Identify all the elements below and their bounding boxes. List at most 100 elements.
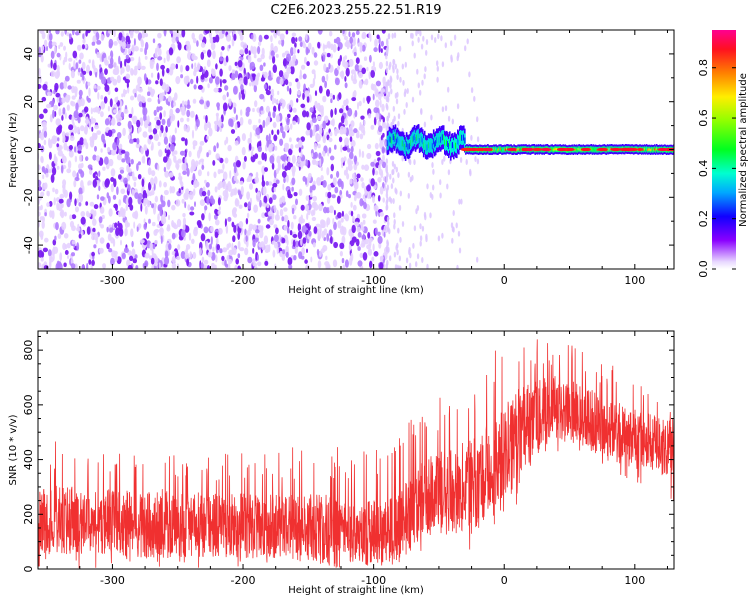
noise-cell <box>71 214 77 220</box>
noise-cell <box>80 211 86 217</box>
noise-cell <box>163 136 168 145</box>
noise-cell <box>163 181 168 188</box>
signal-core <box>578 147 581 151</box>
noise-cell <box>131 116 137 121</box>
signal-core <box>446 139 448 146</box>
noise-cell <box>284 142 290 149</box>
noise-cell <box>332 218 335 225</box>
noise-cell <box>341 235 346 245</box>
noise-cell <box>273 187 276 193</box>
noise-cell <box>168 243 172 251</box>
signal-core <box>554 147 557 151</box>
noise-cell <box>312 195 318 202</box>
signal-core <box>455 142 457 149</box>
noise-cell <box>56 143 59 148</box>
noise-cell <box>373 205 379 212</box>
noise-cell <box>378 125 383 133</box>
noise-cell <box>261 152 265 161</box>
signal-core <box>412 135 415 142</box>
noise-cell <box>262 186 267 196</box>
noise-cell <box>345 166 348 175</box>
noise-cell <box>420 43 424 50</box>
noise-cell <box>85 156 89 162</box>
noise-cell <box>88 87 91 97</box>
noise-cell <box>476 256 479 263</box>
noise-cell <box>368 31 371 39</box>
noise-cell <box>233 213 238 218</box>
signal-core <box>437 137 440 144</box>
noise-cell <box>300 218 305 224</box>
noise-cell <box>61 202 64 209</box>
noise-cell <box>148 134 153 140</box>
noise-cell <box>110 237 115 244</box>
noise-cell <box>104 68 108 75</box>
noise-cell <box>291 186 294 192</box>
noise-cell <box>80 162 84 168</box>
noise-cell <box>137 94 142 103</box>
noise-cell <box>56 165 60 170</box>
noise-cell <box>265 105 270 113</box>
colorbar-tick-label: 0.6 <box>697 109 710 127</box>
noise-cell <box>158 262 161 269</box>
noise-cell <box>59 82 65 90</box>
noise-cell <box>274 214 280 221</box>
noise-cell <box>91 126 94 132</box>
noise-cell <box>106 146 111 153</box>
noise-cell <box>89 136 94 143</box>
noise-cell <box>193 179 198 189</box>
noise-cell <box>324 261 330 267</box>
noise-cell <box>73 179 77 188</box>
noise-cell <box>382 197 386 203</box>
noise-cell <box>328 205 334 214</box>
noise-cell <box>395 188 398 195</box>
noise-cell <box>318 85 323 94</box>
noise-cell <box>328 137 333 143</box>
noise-cell <box>227 216 232 222</box>
noise-cell <box>286 85 290 92</box>
noise-cell <box>203 226 209 234</box>
noise-cell <box>306 239 310 244</box>
noise-cell <box>141 31 146 39</box>
noise-cell <box>132 138 138 143</box>
noise-cell <box>399 76 402 83</box>
noise-cell <box>181 110 186 116</box>
noise-cell <box>283 207 288 212</box>
noise-cell <box>64 250 69 255</box>
noise-cell <box>203 115 206 120</box>
y-tick-label: 600 <box>22 394 35 415</box>
noise-cell <box>380 88 386 93</box>
noise-cell <box>126 259 131 267</box>
noise-cell <box>476 158 480 165</box>
noise-cell <box>144 260 149 268</box>
signal-core <box>434 140 437 147</box>
noise-cell <box>38 230 44 238</box>
noise-cell <box>134 45 139 52</box>
noise-cell <box>389 77 392 84</box>
signal-core <box>447 141 449 147</box>
signal-core <box>655 147 658 150</box>
noise-cell <box>301 225 307 234</box>
noise-cell <box>298 146 302 153</box>
noise-cell <box>342 59 346 67</box>
noise-cell <box>295 37 298 42</box>
noise-cell <box>106 192 110 199</box>
noise-cell <box>411 96 415 103</box>
noise-cell <box>116 154 122 161</box>
noise-cell <box>349 178 353 185</box>
noise-cell <box>260 106 264 111</box>
noise-cell <box>161 216 167 225</box>
noise-cell <box>359 133 364 140</box>
noise-cell <box>127 120 132 130</box>
signal-core <box>464 137 466 144</box>
noise-cell <box>38 67 41 77</box>
noise-cell <box>372 93 375 101</box>
noise-cell <box>306 122 311 131</box>
noise-cell <box>183 192 189 200</box>
noise-cell <box>182 213 186 218</box>
signal-core <box>444 139 446 146</box>
noise-cell <box>326 74 329 82</box>
noise-cell <box>342 146 348 151</box>
noise-cell <box>369 54 372 63</box>
noise-cell <box>357 102 359 110</box>
noise-cell <box>93 133 98 141</box>
